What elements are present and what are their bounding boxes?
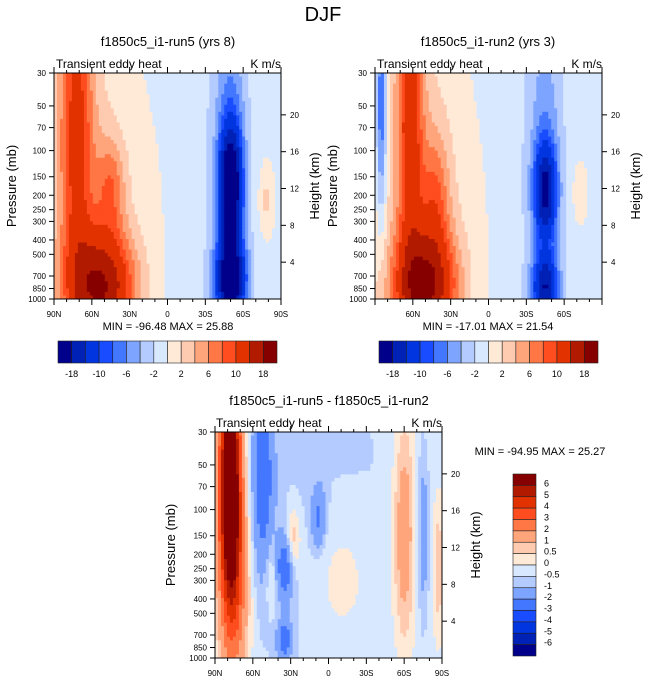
colorbar-box — [236, 341, 250, 363]
panel-title: f1850c5_i1-run5 (yrs 8) — [101, 34, 235, 49]
y2-tick-label: 8 — [290, 221, 295, 230]
colorbar-box — [250, 341, 264, 363]
colorbar-box — [126, 341, 140, 363]
y-tick-label: 300 — [33, 217, 47, 226]
y2-tick-label: 20 — [290, 111, 299, 120]
colorbar-box — [209, 341, 223, 363]
panel-run5: f1850c5_i1-run5 (yrs 8) Transient eddy h… — [4, 34, 322, 379]
x-tick-label: 60S — [236, 310, 250, 319]
colorbar-box — [72, 341, 86, 363]
right-string: K m/s — [571, 57, 602, 71]
left-string: Transient eddy heat — [377, 57, 483, 71]
colorbar-label: 18 — [258, 369, 268, 379]
colorbar-box — [168, 341, 182, 363]
colorbar-label: 10 — [231, 369, 241, 379]
colorbar: -18 -10 -6 -2 2 6 10 18 — [58, 341, 277, 379]
colorbar-box — [58, 341, 72, 363]
colorbar-label: -2 — [150, 369, 158, 379]
y-tick-label: 500 — [33, 250, 47, 259]
colorbar-label: -18 — [65, 369, 78, 379]
colorbar-box — [113, 341, 127, 363]
y-tick-label: 200 — [33, 191, 47, 200]
y-tick-label: 70 — [37, 124, 46, 133]
contour-field — [54, 73, 282, 300]
y-tick-label: 50 — [37, 102, 46, 111]
x-tick-label: 90N — [47, 310, 62, 319]
y2-tick-label: 16 — [290, 148, 299, 157]
x-tick-label: 30N — [122, 310, 137, 319]
colorbar-box — [140, 341, 154, 363]
panel-title: f1850c5_i1-run2 (yrs 3) — [421, 34, 555, 49]
y-tick-label: 100 — [33, 147, 47, 156]
min-max-stats: MIN = -96.48 MAX = 25.88 — [103, 321, 234, 333]
y-tick-label: 400 — [33, 236, 47, 245]
x-tick-label: 30S — [198, 310, 212, 319]
figure-title: DJF — [305, 4, 342, 26]
x-tick-label: 90S — [274, 310, 288, 319]
colorbar-label: 6 — [206, 369, 211, 379]
y-tick-label: 1000 — [28, 295, 46, 304]
colorbar-label: -10 — [93, 369, 106, 379]
colorbar-label: -6 — [122, 369, 130, 379]
colorbar-box — [99, 341, 113, 363]
y2-tick-label: 4 — [290, 258, 295, 267]
x-tick-label: 60N — [84, 310, 99, 319]
left-string: Transient eddy heat — [56, 57, 162, 71]
x-tick-label: 0 — [165, 310, 170, 319]
colorbar-box — [263, 341, 277, 363]
colorbar-box — [195, 341, 209, 363]
y-tick-label: 700 — [33, 272, 47, 281]
y-tick-label: 850 — [33, 285, 47, 294]
panel-run2: f1850c5_i1-run2 (yrs 3) Transient eddy h… — [325, 34, 643, 379]
y2-tick-label: 12 — [290, 185, 299, 194]
y2-axis-label: Height (km) — [307, 152, 322, 219]
colorbar-box — [154, 341, 168, 363]
y-tick-label: 150 — [33, 173, 47, 182]
colorbar-box — [222, 341, 236, 363]
y-tick-label: 30 — [37, 69, 46, 78]
contour-field — [375, 73, 603, 300]
colorbar-label: 2 — [179, 369, 184, 379]
y-tick-label: 250 — [33, 206, 47, 215]
colorbar-box — [181, 341, 195, 363]
right-string: K m/s — [250, 57, 281, 71]
y-axis-label: Pressure (mb) — [4, 145, 19, 227]
colorbar-box — [85, 341, 99, 363]
